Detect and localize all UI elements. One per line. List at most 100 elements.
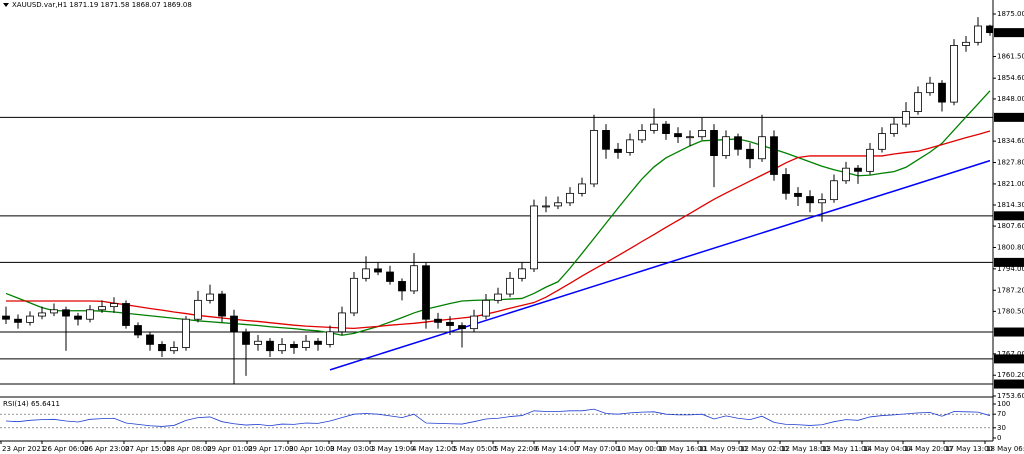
- candle-body: [494, 293, 502, 301]
- x-tick-label: 10 May 00:00: [617, 445, 665, 453]
- x-tick-label: 13 May 11:00: [822, 445, 870, 453]
- candle-body: [938, 82, 946, 103]
- rsi-panel: [0, 408, 993, 429]
- price-panel: [0, 17, 993, 385]
- level-label: 1796.06: [996, 258, 1024, 266]
- x-tick-label: 17 May 13:00: [945, 445, 993, 453]
- last-price-label: 1869.08: [996, 29, 1024, 37]
- candle-body: [878, 133, 886, 150]
- candle-body: [650, 123, 658, 131]
- candle-body: [326, 331, 334, 345]
- candle-body: [302, 340, 310, 348]
- candle-body: [890, 123, 898, 134]
- level-label-box: [994, 112, 1024, 122]
- candle-body: [146, 334, 154, 345]
- x-tick-label: 3 May 19:00: [371, 445, 415, 453]
- candle-body: [206, 293, 214, 301]
- candle-body: [14, 318, 22, 323]
- candle-body: [506, 277, 514, 295]
- y-tick-label: 1787.20: [997, 286, 1024, 294]
- level-label-box: [994, 211, 1024, 221]
- y-tick-label: 1875.00: [997, 10, 1024, 18]
- candle-body: [626, 139, 634, 153]
- candle-body: [410, 265, 418, 292]
- candle-body: [350, 277, 358, 314]
- candle-body: [182, 318, 190, 348]
- candle-body: [578, 183, 586, 194]
- candle-body: [374, 268, 382, 273]
- candle-body: [518, 268, 526, 279]
- candle-body: [254, 340, 262, 345]
- candle-body: [986, 25, 993, 34]
- candle-body: [482, 299, 490, 317]
- level-label-box: [994, 379, 1024, 389]
- level-label: 1765.39: [996, 355, 1024, 363]
- x-tick-label: 29 Apr 17:00: [248, 445, 294, 453]
- candle-body: [122, 303, 130, 326]
- x-tick-label: 26 Apr 23:00: [84, 445, 130, 453]
- candle-body: [782, 174, 790, 194]
- candle-body: [62, 309, 70, 317]
- candle-body: [638, 130, 646, 141]
- level-label-box: [994, 327, 1024, 337]
- candle-body: [950, 45, 958, 103]
- candle-body: [266, 340, 274, 352]
- candle-body: [854, 167, 862, 172]
- x-tick-label: 23 Apr 2021: [2, 445, 45, 453]
- level-label: 1773.93: [996, 328, 1024, 336]
- candle-body: [242, 331, 250, 345]
- candle-body: [434, 318, 442, 323]
- rsi-tick-label: 0: [997, 434, 1001, 442]
- level-label-box: [994, 354, 1024, 364]
- x-tick-label: 26 Apr 06:00: [43, 445, 89, 453]
- candle-body: [794, 192, 802, 197]
- candle-body: [470, 315, 478, 330]
- candle-body: [98, 306, 106, 311]
- menu-icon[interactable]: [3, 3, 9, 7]
- rsi-tick-label: 70: [997, 410, 1006, 418]
- rsi-title: RSI(14) 65.6411: [3, 400, 60, 408]
- candle-body: [914, 92, 922, 112]
- candle-body: [158, 343, 166, 352]
- candle-body: [362, 268, 370, 279]
- candle-body: [770, 136, 778, 175]
- candle-body: [446, 321, 454, 326]
- candle-body: [170, 347, 178, 352]
- x-tick-label: 14 May 04:00: [863, 445, 911, 453]
- candle-body: [230, 315, 238, 333]
- candle-body: [74, 315, 82, 320]
- y-tick-label: 1794.00: [997, 265, 1024, 273]
- level-label: 1810.86: [996, 212, 1024, 220]
- axes: 1875.00 1861.50 1854.60 1848.00 1834.60 1827.…: [0, 10, 1024, 453]
- candle-body: [830, 180, 838, 201]
- x-tick-label: 12 May 18:00: [781, 445, 829, 453]
- y-tick-label: 1861.50: [997, 52, 1024, 60]
- y-tick-label: 1814.30: [997, 201, 1024, 209]
- candle-body: [722, 136, 730, 156]
- x-tick-label: 3 May 03:00: [330, 445, 374, 453]
- moving-average: [6, 130, 991, 329]
- candle-body: [710, 130, 718, 156]
- x-tick-label: 6 May 14:00: [535, 445, 579, 453]
- candle-body: [686, 136, 694, 139]
- x-tick-label: 18 May 06:00: [986, 445, 1024, 453]
- x-tick-label: 4 May 12:00: [412, 445, 456, 453]
- candle-body: [662, 123, 670, 134]
- y-tick-label: 1760.20: [997, 371, 1024, 379]
- candle-body: [926, 82, 934, 94]
- candle-body: [554, 202, 562, 207]
- y-tick-label: 1854.60: [997, 74, 1024, 82]
- chart-title: XAUUSD.var,H1 1871.19 1871.58 1868.07 18…: [12, 1, 192, 9]
- y-tick-label: 1800.80: [997, 243, 1024, 251]
- candle-body: [806, 196, 814, 204]
- candle-body: [218, 293, 226, 317]
- y-tick-label: 1753.60: [997, 392, 1024, 400]
- candle-body: [866, 148, 874, 172]
- candle-body: [962, 41, 970, 46]
- rsi-line: [5, 408, 991, 427]
- y-tick-label: 1821.00: [997, 180, 1024, 188]
- x-tick-label: 12 May 02:00: [740, 445, 788, 453]
- y-tick-label: 1827.80: [997, 159, 1024, 167]
- x-tick-label: 5 May 05:00: [453, 445, 497, 453]
